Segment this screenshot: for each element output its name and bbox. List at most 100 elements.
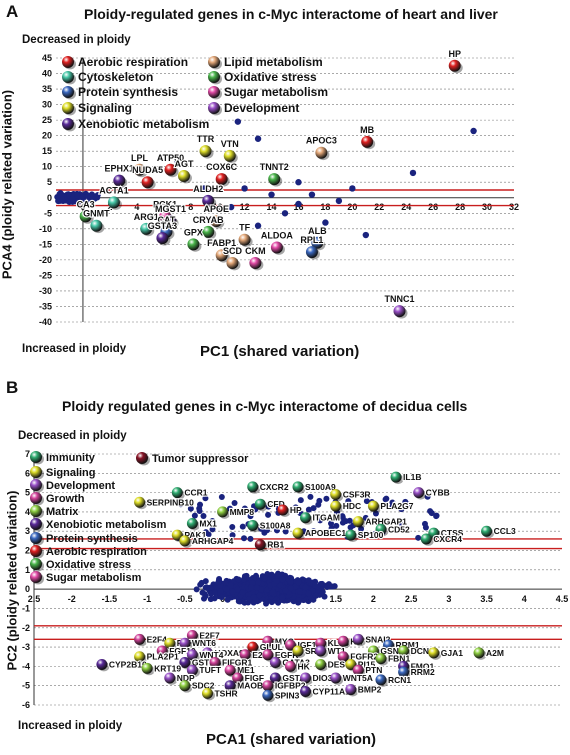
background-point bbox=[415, 534, 422, 541]
point-label: EPHX1 bbox=[105, 164, 135, 174]
y-tick-label: 15 bbox=[42, 146, 52, 156]
background-point bbox=[345, 498, 352, 505]
background-point bbox=[279, 594, 286, 601]
legend-marker bbox=[62, 86, 74, 98]
y-tick-label: -1 bbox=[22, 603, 30, 613]
y-tick-label: 0 bbox=[25, 584, 30, 594]
data-point bbox=[337, 635, 349, 647]
point-label: CSF3R bbox=[343, 490, 371, 500]
point-label: ACTA1 bbox=[99, 185, 128, 195]
background-point bbox=[218, 594, 225, 601]
background-point bbox=[253, 584, 260, 591]
background-point bbox=[398, 506, 405, 513]
point-label: S100A9 bbox=[305, 482, 336, 492]
y-tick-label: -2 bbox=[22, 623, 30, 633]
background-point bbox=[297, 497, 304, 504]
point-label: MX1 bbox=[199, 519, 217, 529]
background-point bbox=[249, 579, 256, 586]
data-point bbox=[398, 645, 410, 657]
legend-label: Cytoskeleton bbox=[78, 70, 153, 84]
data-point bbox=[315, 658, 327, 670]
point-label: TNNT2 bbox=[260, 162, 289, 172]
x-tick-label: 4 bbox=[134, 202, 139, 212]
data-point bbox=[428, 527, 440, 539]
background-point bbox=[218, 493, 225, 500]
x-axis-label-a: PC1 (shared variation) bbox=[200, 343, 360, 360]
background-point bbox=[255, 579, 262, 586]
background-point bbox=[241, 505, 248, 512]
data-point bbox=[177, 170, 190, 183]
x-tick-label: 30 bbox=[482, 202, 492, 212]
data-point bbox=[375, 653, 387, 665]
legend-label: Sugar metabolism bbox=[46, 572, 142, 584]
x-tick-label: 22 bbox=[374, 202, 384, 212]
data-point bbox=[215, 173, 228, 186]
data-point bbox=[226, 256, 239, 269]
legend-label: Development bbox=[46, 480, 115, 492]
x-tick-label: 3 bbox=[446, 594, 451, 604]
point-label: FMO1 bbox=[411, 661, 435, 671]
y-tick-label: 30 bbox=[42, 100, 52, 110]
legend-marker bbox=[30, 571, 42, 583]
data-point bbox=[186, 649, 198, 661]
background-point bbox=[87, 193, 94, 200]
point-label: TF bbox=[239, 223, 250, 233]
point-label: APOE bbox=[204, 204, 230, 214]
legend-marker bbox=[208, 102, 220, 114]
data-point bbox=[164, 672, 176, 684]
point-label: WNT6 bbox=[192, 638, 216, 648]
x-tick-label: -1 bbox=[143, 594, 151, 604]
background-point bbox=[287, 585, 294, 592]
data-point bbox=[398, 666, 410, 678]
data-point bbox=[413, 487, 425, 499]
background-point bbox=[347, 524, 354, 531]
legend-marker bbox=[208, 86, 220, 98]
point-label: SDC2 bbox=[192, 681, 215, 691]
chart-title-b: Ploidy regulated genes in c-Myc interact… bbox=[62, 398, 468, 414]
background-point bbox=[328, 525, 335, 532]
y-tick-label: -6 bbox=[22, 700, 30, 710]
background-point bbox=[268, 191, 275, 198]
point-label: IGFBP2 bbox=[275, 681, 306, 691]
point-label: APOBEC1 bbox=[305, 528, 346, 538]
point-label: TSHR bbox=[214, 688, 237, 698]
point-label: PLA2P1 bbox=[147, 652, 179, 662]
data-point bbox=[315, 637, 327, 649]
data-point bbox=[292, 527, 304, 539]
background-point bbox=[302, 584, 309, 591]
background-point bbox=[399, 521, 406, 528]
background-point bbox=[323, 495, 330, 502]
data-point bbox=[262, 680, 274, 692]
point-label: IL1B bbox=[403, 472, 421, 482]
data-point bbox=[375, 523, 387, 535]
background-point bbox=[241, 185, 248, 192]
chart-a: 454035302520151050-5-10-15-20-25-30-35-4… bbox=[39, 48, 519, 327]
point-label: WNT5A bbox=[343, 673, 373, 683]
point-label: ME1 bbox=[237, 665, 255, 675]
background-point bbox=[200, 185, 208, 192]
background-point bbox=[312, 592, 319, 599]
point-label: VTN bbox=[221, 139, 239, 149]
data-point bbox=[134, 633, 146, 645]
legend-label: Lipid metabolism bbox=[224, 55, 323, 69]
legend-label: Protein synthesis bbox=[78, 85, 178, 99]
data-point bbox=[284, 639, 296, 651]
background-point bbox=[370, 531, 377, 538]
data-point bbox=[345, 658, 357, 670]
background-point bbox=[295, 179, 302, 186]
point-label: PTN bbox=[365, 665, 382, 675]
point-label: NUDA5 bbox=[132, 165, 163, 175]
point-label: CKM bbox=[245, 246, 266, 256]
data-point bbox=[300, 672, 312, 684]
background-point bbox=[234, 118, 242, 125]
data-point bbox=[209, 657, 221, 669]
x-tick-label: 2.5 bbox=[405, 594, 418, 604]
data-point bbox=[113, 174, 126, 187]
point-label: MB bbox=[360, 125, 374, 135]
legend-marker bbox=[136, 452, 148, 464]
data-point bbox=[179, 535, 191, 547]
point-label: E2F7 bbox=[199, 630, 220, 640]
y-tick-label: -4 bbox=[22, 661, 30, 671]
y-tick-label: -40 bbox=[39, 317, 52, 327]
